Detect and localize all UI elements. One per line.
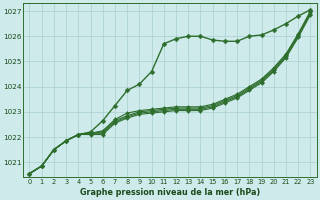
X-axis label: Graphe pression niveau de la mer (hPa): Graphe pression niveau de la mer (hPa)	[80, 188, 260, 197]
